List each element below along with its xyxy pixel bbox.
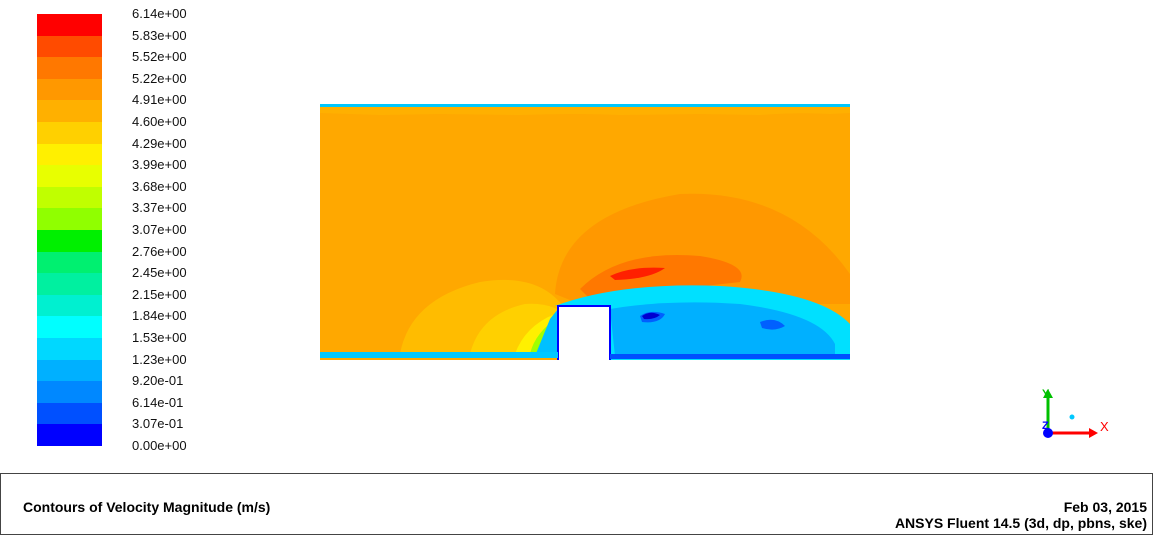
colorbar-swatch — [37, 122, 102, 145]
colorbar-swatch — [37, 294, 102, 317]
contour-wake-core — [642, 312, 660, 320]
contour-leading-edge-blue — [535, 309, 558, 356]
colorbar-label: 2.45e+00 — [132, 265, 187, 281]
colorbar-swatch — [37, 230, 102, 253]
colorbar-swatch — [37, 402, 102, 425]
obstacle-outline — [557, 305, 611, 360]
obstacle-block — [558, 306, 610, 360]
contour-bottom-wall-right — [610, 354, 850, 359]
colorbar-label: 6.14e-01 — [132, 394, 184, 410]
y-axis-label: Y — [1042, 388, 1050, 400]
colorbar-swatch — [37, 381, 102, 404]
colorbar-swatch — [37, 316, 102, 339]
z-axis-label: Z — [1042, 420, 1049, 432]
info-footer: Contours of Velocity Magnitude (m/s) Feb… — [0, 473, 1153, 535]
colorbar-swatch — [37, 208, 102, 231]
colorbar-label: 3.99e+00 — [132, 157, 187, 173]
colorbar-legend: 6.14e+00 5.83e+00 5.52e+00 5.22e+00 4.91e+00… — [0, 0, 240, 465]
colorbar-label: 4.91e+00 — [132, 92, 187, 108]
colorbar-swatch — [37, 14, 102, 37]
colorbar-label: 5.52e+00 — [132, 49, 187, 65]
colorbar-label: 9.20e-01 — [132, 373, 184, 389]
z-axis-marker — [1043, 428, 1053, 438]
x-arrow-head — [1089, 428, 1098, 438]
colorbar-label: 4.29e+00 — [132, 135, 187, 151]
colorbar-label: 1.53e+00 — [132, 330, 187, 345]
y-arrow-head — [1043, 389, 1053, 398]
plot-title: Contours of Velocity Magnitude (m/s) — [23, 499, 271, 515]
colorbar-swatch — [37, 359, 102, 382]
colorbar-label: 5.22e+00 — [132, 70, 187, 86]
colorbar-swatch — [37, 143, 102, 166]
axes-triad: Y X Z — [1042, 388, 1109, 438]
x-axis-label: X — [1100, 419, 1109, 434]
contour-bottom-wall — [320, 352, 558, 358]
colorbar-label: 2.15e+00 — [132, 286, 187, 302]
colorbar-swatch — [37, 273, 102, 296]
colorbar-label: 1.23e+00 — [132, 351, 187, 367]
velocity-contour-plot — [320, 104, 850, 360]
colorbar-swatch — [37, 424, 102, 447]
colorbar-swatch — [37, 100, 102, 123]
colorbar-swatch — [37, 251, 102, 274]
colorbar-label: 3.07e+00 — [132, 222, 187, 237]
contour-top-band — [320, 106, 850, 115]
colorbar-label: 0.00e+00 — [132, 438, 187, 453]
contour-top-wall — [320, 104, 850, 107]
triad-center-dot — [1069, 414, 1075, 420]
colorbar-label: 3.07e-01 — [132, 416, 184, 432]
contour-red-patch — [610, 267, 665, 280]
colorbar-label: 1.84e+00 — [132, 308, 187, 324]
colorbar-swatch — [37, 78, 102, 101]
colorbar-label: 3.37e+00 — [132, 200, 187, 216]
colorbar-label: 6.14e+00 — [132, 6, 187, 21]
software-info: ANSYS Fluent 14.5 (3d, dp, pbns, ske) — [894, 515, 1147, 531]
colorbar-swatch — [37, 35, 102, 58]
contour-wake-lightblue — [610, 302, 835, 356]
plot-date: Feb 03, 2015 — [1063, 499, 1147, 515]
colorbar-label: 3.68e+00 — [132, 178, 187, 194]
colorbar-swatch — [37, 165, 102, 188]
colorbar-label: 5.83e+00 — [132, 27, 187, 43]
colorbar-swatch — [37, 186, 102, 209]
colorbar-swatch — [37, 338, 102, 361]
colorbar-label: 2.76e+00 — [132, 243, 187, 259]
colorbar-swatch — [37, 57, 102, 80]
colorbar-label: 4.60e+00 — [132, 114, 187, 129]
contour-upper-wake-inner — [580, 254, 742, 299]
